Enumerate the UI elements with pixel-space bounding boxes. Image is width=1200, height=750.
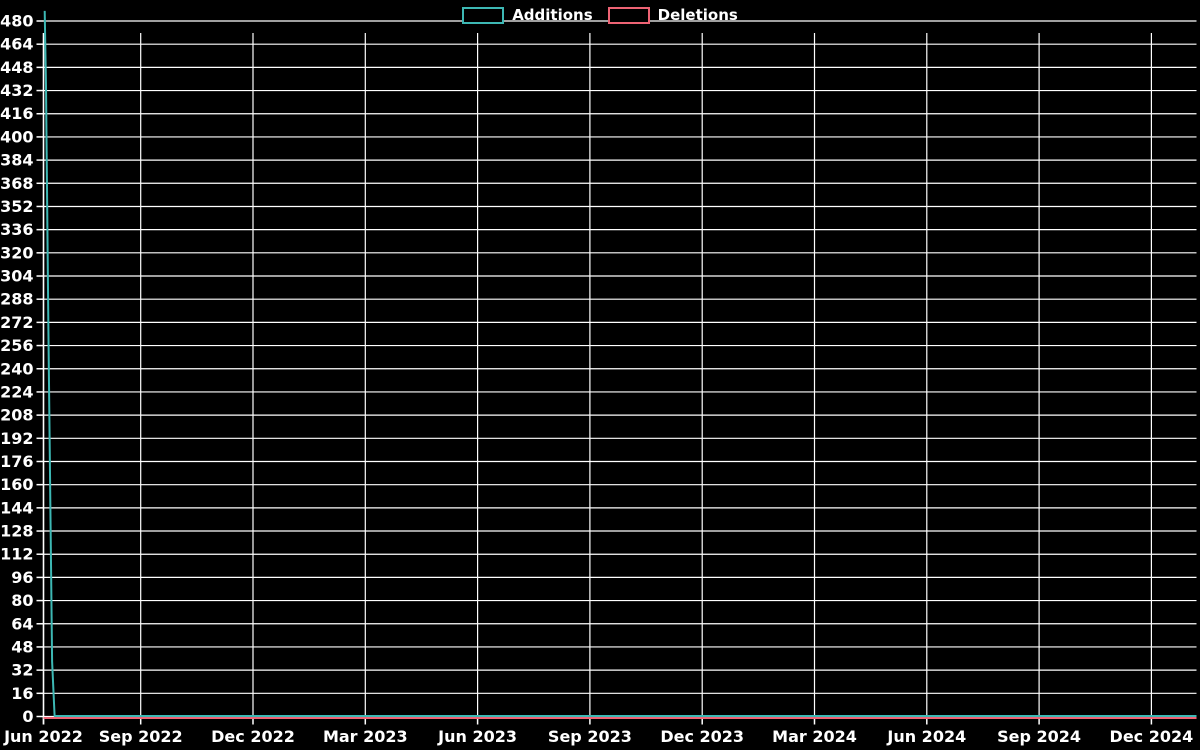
axis-ticks (36, 20, 1153, 725)
x-tick-label: Jun 2023 (437, 727, 517, 746)
y-tick-label: 80 (11, 591, 33, 610)
y-tick-label: 64 (11, 614, 33, 633)
x-tick-label: Sep 2022 (99, 727, 183, 746)
x-tick-labels: Jun 2022 Sep 2022 Dec 2022 Mar 2023 Jun 2023… (3, 727, 1193, 746)
y-tick-label: 400 (0, 127, 33, 146)
y-tick-label: 416 (0, 104, 33, 123)
y-tick-label: 432 (0, 81, 33, 100)
y-tick-label: 32 (11, 661, 33, 680)
x-tick-label: Jun 2024 (886, 727, 966, 746)
y-tick-label: 96 (11, 568, 33, 587)
y-tick-label: 256 (0, 336, 33, 355)
y-tick-label: 240 (0, 359, 33, 378)
y-tick-label: 448 (0, 58, 33, 77)
y-tick-label: 384 (0, 151, 33, 170)
y-tick-label: 288 (0, 290, 33, 309)
y-tick-label: 272 (0, 313, 33, 332)
y-tick-label: 144 (0, 498, 33, 517)
y-tick-labels: 0 16 32 48 64 80 96 112 128 144 160 176 192 208 224 240… (0, 12, 33, 727)
y-tick-label: 336 (0, 220, 33, 239)
y-tick-label: 208 (0, 406, 33, 425)
x-tick-label: Dec 2024 (1110, 727, 1194, 746)
y-tick-label: 304 (0, 267, 33, 286)
y-tick-label: 128 (0, 522, 33, 541)
y-tick-label: 464 (0, 35, 33, 54)
y-tick-label: 224 (0, 382, 33, 401)
x-gridlines (42, 33, 1153, 717)
y-tick-label: 176 (0, 452, 33, 471)
x-tick-label: Jun 2022 (3, 727, 83, 746)
x-tick-label: Dec 2022 (211, 727, 295, 746)
x-tick-label: Dec 2023 (660, 727, 744, 746)
y-tick-label: 480 (0, 12, 33, 31)
y-tick-label: 368 (0, 174, 33, 193)
y-tick-label: 48 (11, 637, 33, 656)
y-gridlines (43, 20, 1197, 718)
y-tick-label: 112 (0, 545, 33, 564)
x-tick-label: Sep 2023 (548, 727, 632, 746)
additions-line (43, 10, 1197, 717)
x-tick-label: Sep 2024 (997, 727, 1081, 746)
y-tick-label: 0 (22, 707, 33, 726)
y-tick-label: 16 (11, 684, 33, 703)
data-series (43, 10, 1197, 719)
x-tick-label: Mar 2023 (323, 727, 408, 746)
y-tick-label: 160 (0, 475, 33, 494)
x-tick-label: Mar 2024 (772, 727, 857, 746)
y-tick-label: 320 (0, 243, 33, 262)
y-tick-label: 352 (0, 197, 33, 216)
y-tick-label: 192 (0, 429, 33, 448)
